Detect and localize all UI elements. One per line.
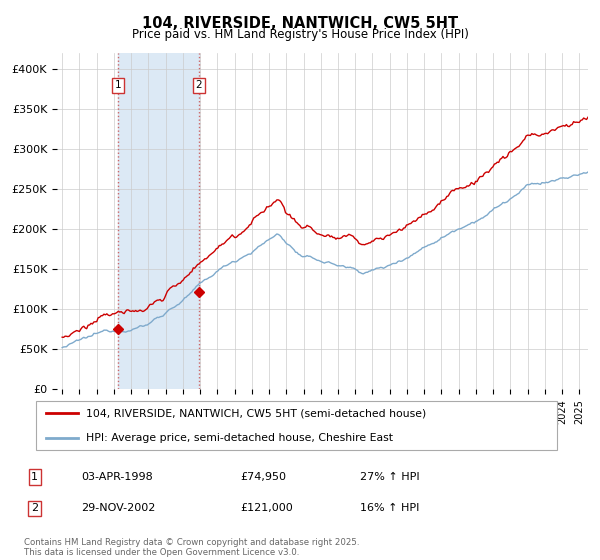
FancyBboxPatch shape: [35, 401, 557, 450]
Bar: [118, 53, 199, 389]
Text: 2: 2: [31, 503, 38, 514]
Text: 1: 1: [115, 80, 122, 90]
Text: £74,950: £74,950: [240, 472, 286, 482]
Text: 104, RIVERSIDE, NANTWICH, CW5 5HT: 104, RIVERSIDE, NANTWICH, CW5 5HT: [142, 16, 458, 31]
Text: Price paid vs. HM Land Registry's House Price Index (HPI): Price paid vs. HM Land Registry's House …: [131, 28, 469, 41]
Text: 27% ↑ HPI: 27% ↑ HPI: [360, 472, 419, 482]
Text: £121,000: £121,000: [240, 503, 293, 514]
Text: 03-APR-1998: 03-APR-1998: [81, 472, 153, 482]
Text: 2: 2: [196, 80, 202, 90]
Text: 104, RIVERSIDE, NANTWICH, CW5 5HT (semi-detached house): 104, RIVERSIDE, NANTWICH, CW5 5HT (semi-…: [86, 408, 426, 418]
Text: 29-NOV-2002: 29-NOV-2002: [81, 503, 155, 514]
Text: Contains HM Land Registry data © Crown copyright and database right 2025.
This d: Contains HM Land Registry data © Crown c…: [24, 538, 359, 557]
Text: HPI: Average price, semi-detached house, Cheshire East: HPI: Average price, semi-detached house,…: [86, 432, 393, 442]
Text: 1: 1: [31, 472, 38, 482]
Text: 16% ↑ HPI: 16% ↑ HPI: [360, 503, 419, 514]
